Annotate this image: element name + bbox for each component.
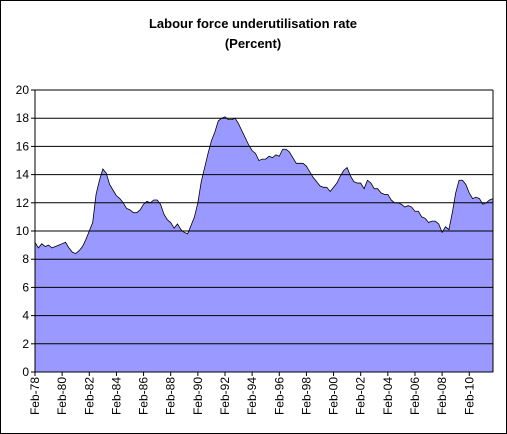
x-tick-label: Feb-02 — [354, 377, 368, 415]
y-tick-label: 16 — [16, 139, 30, 153]
x-tick-label: Feb-90 — [191, 377, 205, 415]
x-tick-label: Feb-78 — [28, 377, 42, 415]
x-tick-label: Feb-98 — [299, 377, 313, 415]
x-tick-label: Feb-94 — [245, 377, 259, 415]
x-tick-label: Feb-06 — [408, 377, 422, 415]
y-tick-label: 2 — [22, 337, 29, 351]
y-tick-label: 10 — [16, 224, 30, 238]
x-tick-label: Feb-10 — [462, 377, 476, 415]
y-tick-label: 6 — [22, 280, 29, 294]
x-tick-label: Feb-92 — [218, 377, 232, 415]
area — [34, 116, 494, 373]
y-tick-label: 12 — [16, 196, 30, 210]
x-tick-label: Feb-96 — [272, 377, 286, 415]
chart-subtitle: (Percent) — [225, 36, 281, 51]
y-tick-label: 4 — [22, 309, 29, 323]
y-tick-label: 0 — [22, 365, 29, 379]
y-tick-label: 8 — [22, 252, 29, 266]
x-tick-label: Feb-82 — [82, 377, 96, 415]
x-tick-label: Feb-80 — [55, 377, 69, 415]
x-tick-label: Feb-84 — [109, 377, 123, 415]
x-tick-label: Feb-08 — [435, 377, 449, 415]
y-tick-label: 18 — [16, 111, 30, 125]
chart-title: Labour force underutilisation rate — [149, 16, 357, 31]
x-tick-label: Feb-04 — [381, 377, 395, 415]
x-tick-label: Feb-86 — [137, 377, 151, 415]
y-tick-label: 14 — [16, 168, 30, 182]
y-tick-label: 20 — [16, 83, 30, 97]
x-tick-label: Feb-88 — [164, 377, 178, 415]
x-tick-label: Feb-00 — [327, 377, 341, 415]
